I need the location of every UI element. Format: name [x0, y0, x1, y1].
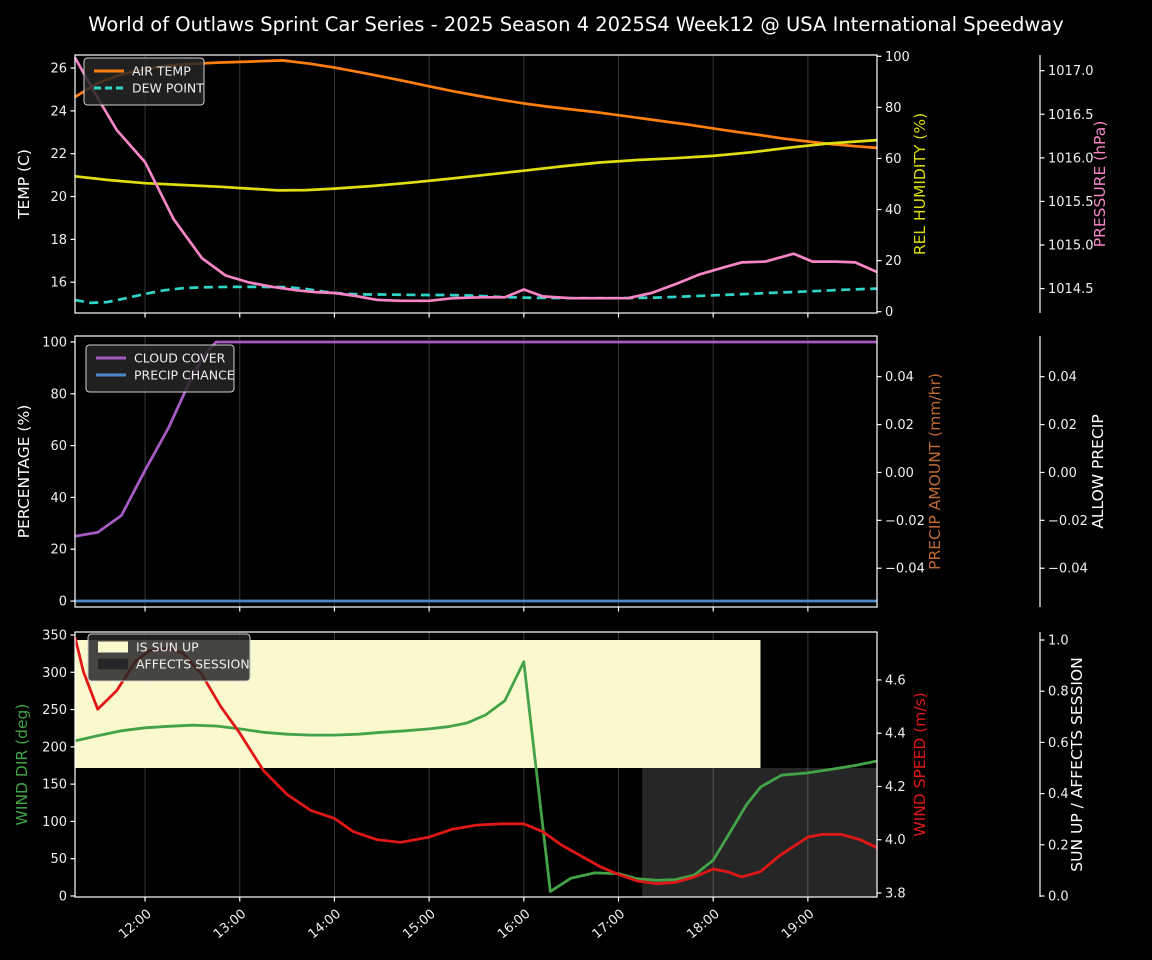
legend-label: AIR TEMP [132, 64, 191, 79]
legend-patch [98, 658, 128, 670]
x-tick-label: 18:00 [684, 907, 722, 943]
y-tick-label: 26 [50, 62, 67, 77]
legend-box [87, 633, 251, 682]
y-tick-label: 0.00 [1048, 466, 1077, 481]
x-tick-label: 16:00 [495, 907, 533, 943]
y-tick-label: 20 [50, 543, 67, 558]
legend-label: AFFECTS SESSION [136, 657, 250, 672]
y-tick-label: 3.8 [885, 887, 906, 902]
y-tick-label: 60 [885, 152, 902, 167]
y-tick-label: 1016.5 [1048, 108, 1094, 123]
y-tick-label: 18 [50, 233, 67, 248]
y-tick-label: 1014.5 [1048, 282, 1094, 297]
y-tick-label: −0.02 [1048, 514, 1088, 529]
chart-title: World of Outlaws Sprint Car Series - 202… [88, 13, 1064, 36]
y-tick-label: 50 [50, 852, 67, 867]
y-tick-label: 40 [885, 203, 902, 218]
legend-label: CLOUD COVER [134, 351, 226, 366]
y-tick-label: 0.00 [885, 466, 914, 481]
y-tick-label: 0.2 [1048, 838, 1069, 853]
axis-label: PRESSURE (hPa) [1091, 121, 1109, 248]
y-tick-label: 0.02 [1048, 418, 1077, 433]
y-tick-label: 200 [42, 740, 67, 755]
y-tick-label: 80 [885, 101, 902, 116]
y-tick-label: 1015.5 [1048, 195, 1094, 210]
y-tick-label: 4.4 [885, 727, 906, 742]
series-cloud-cover [74, 340, 877, 538]
axis-label: WIND DIR (deg) [13, 704, 31, 826]
y-tick-label: 20 [885, 254, 902, 269]
y-tick-label: 1015.0 [1048, 239, 1094, 254]
series-wind-dir [74, 660, 878, 893]
y-tick-label: 80 [50, 387, 67, 402]
legend-patch [98, 641, 128, 653]
y-tick-label: 100 [42, 815, 67, 830]
x-tick-label: 12:00 [116, 907, 154, 943]
y-tick-label: 100 [42, 335, 67, 350]
series-rel-humidity [74, 138, 878, 192]
panel-precip: 0 20 40 60 80 100 PERCENTAGE (%) −0.04 −0.02 0.00… [15, 335, 1107, 612]
x-tick-label: 13:00 [211, 907, 249, 943]
series-air-temp [74, 59, 878, 150]
x-tick-label: 17:00 [590, 907, 628, 943]
y-tick-label: −0.02 [885, 514, 925, 529]
y-tick-label: 20 [50, 190, 67, 205]
y-tick-label: 1017.0 [1048, 64, 1094, 79]
y-tick-label: 0 [59, 889, 67, 904]
y-tick-label: −0.04 [1048, 562, 1088, 577]
x-tick-label: 19:00 [779, 907, 817, 943]
axis-label: ALLOW PRECIP [1089, 414, 1107, 528]
y-tick-label: 350 [42, 628, 67, 643]
y-tick-label: 0 [885, 305, 893, 320]
y-tick-label: 1.0 [1048, 634, 1069, 649]
y-tick-label: 0.6 [1048, 736, 1069, 751]
axis-label: SUN UP / AFFECTS SESSION [1068, 657, 1086, 871]
series-dew-point [74, 285, 878, 305]
y-tick-label: 22 [50, 147, 67, 162]
y-tick-label: 16 [50, 276, 67, 291]
y-tick-label: 0.0 [1048, 890, 1069, 905]
y-tick-label: 250 [42, 703, 67, 718]
y-tick-label: 0.4 [1048, 787, 1069, 802]
y-tick-label: 24 [50, 104, 67, 119]
axis-label: TEMP (C) [15, 149, 33, 220]
panel-temperature: 16 18 20 22 24 26 TEMP (C) 0 20 40 60 80 100 REL HUMI… [15, 50, 1109, 320]
axis-label: REL HUMIDITY (%) [911, 113, 929, 255]
y-tick-label: 0.8 [1048, 685, 1069, 700]
legend: CLOUD COVER PRECIP CHANCE [85, 344, 235, 393]
legend-label: PRECIP CHANCE [134, 368, 235, 383]
y-tick-label: 1016.0 [1048, 151, 1094, 166]
plot-border [74, 631, 878, 898]
y-tick-label: 0.04 [885, 370, 914, 385]
axis-label: PERCENTAGE (%) [15, 405, 33, 539]
y-tick-label: 100 [885, 50, 910, 65]
y-tick-label: 300 [42, 666, 67, 681]
y-tick-label: 0.04 [1048, 370, 1077, 385]
y-tick-label: −0.04 [885, 562, 925, 577]
y-tick-label: 4.2 [885, 780, 906, 795]
y-tick-label: 0.02 [885, 418, 914, 433]
y-tick-label: 4.6 [885, 673, 906, 688]
legend: AIR TEMP DEW POINT [83, 57, 205, 106]
y-tick-label: 0 [59, 595, 67, 610]
y-tick-label: 4.0 [885, 833, 906, 848]
y-tick-label: 40 [50, 491, 67, 506]
x-tick-label: 15:00 [400, 907, 438, 943]
legend-label: IS SUN UP [136, 640, 199, 655]
panel-wind: 12:00 13:00 14:00 15:00 16:00 17:00 18:00 19:00… [13, 628, 1086, 942]
legend-label: DEW POINT [132, 81, 204, 96]
y-tick-label: 150 [42, 778, 67, 793]
y-tick-label: 60 [50, 439, 67, 454]
plot-border [74, 335, 878, 608]
axis-label: PRECIP AMOUNT (mm/hr) [926, 373, 944, 570]
plot-border [74, 54, 878, 314]
legend: IS SUN UP AFFECTS SESSION [87, 633, 251, 682]
series-pressure [73, 56, 878, 303]
x-tick-label: 14:00 [306, 907, 344, 943]
axis-label: WIND SPEED (m/s) [911, 692, 929, 836]
